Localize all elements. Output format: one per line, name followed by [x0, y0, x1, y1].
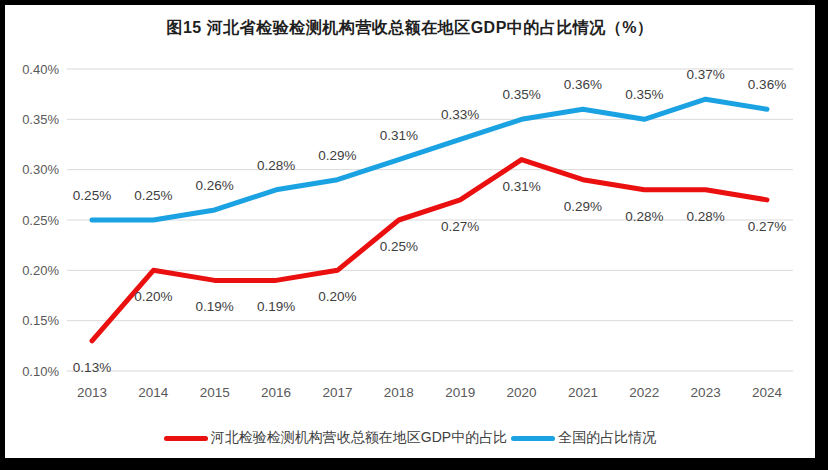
data-label: 0.20% [318, 289, 356, 304]
x-axis-tick-label: 2021 [568, 385, 598, 400]
data-label: 0.28% [625, 209, 663, 224]
x-axis-tick-label: 2023 [691, 385, 721, 400]
x-axis-tick-label: 2015 [200, 385, 230, 400]
y-axis-tick-label: 0.15% [22, 313, 59, 328]
data-label: 0.36% [748, 77, 786, 92]
legend-label-national: 全国的占比情况 [558, 429, 656, 447]
y-axis-tick-label: 0.10% [22, 364, 59, 379]
data-label: 0.27% [441, 219, 479, 234]
data-label: 0.37% [686, 67, 724, 82]
data-label: 0.19% [196, 299, 234, 314]
series-line-0 [92, 160, 767, 341]
y-axis-tick-label: 0.25% [22, 213, 59, 228]
data-label: 0.35% [502, 87, 540, 102]
x-axis-tick-label: 2017 [322, 385, 352, 400]
data-label: 0.36% [564, 77, 602, 92]
data-label: 0.33% [441, 107, 479, 122]
chart-title: 图15 河北省检验检测机构营收总额在地区GDP中的占比情况（%） [5, 18, 815, 39]
x-axis-tick-label: 2022 [629, 385, 659, 400]
data-label: 0.29% [564, 199, 602, 214]
data-label: 0.35% [625, 87, 663, 102]
x-axis-tick-label: 2018 [384, 385, 414, 400]
data-label: 0.26% [196, 178, 234, 193]
x-axis-tick-label: 2013 [77, 385, 107, 400]
data-label: 0.25% [73, 188, 111, 203]
data-label: 0.28% [257, 158, 295, 173]
x-axis-tick-label: 2020 [507, 385, 537, 400]
chart-plot: 0.40% 0.35% 0.30% 0.25% 0.20% 0.15% 0.10% 2013 2… [5, 5, 815, 458]
data-label: 0.25% [134, 188, 172, 203]
legend-swatch-hebei [164, 436, 208, 441]
x-axis-tick-label: 2019 [445, 385, 475, 400]
data-label: 0.27% [748, 219, 786, 234]
y-axis-tick-label: 0.30% [22, 162, 59, 177]
data-label: 0.31% [502, 179, 540, 194]
x-axis-tick-label: 2016 [261, 385, 291, 400]
data-label: 0.20% [134, 289, 172, 304]
y-axis-tick-label: 0.40% [22, 62, 59, 77]
x-axis-tick-label: 2024 [752, 385, 783, 400]
y-axis-tick-label: 0.35% [22, 112, 59, 127]
series-line-1 [92, 99, 767, 220]
legend-label-hebei: 河北检验检测机构营收总额在地区GDP中的占比 [211, 429, 507, 447]
legend: 河北检验检测机构营收总额在地区GDP中的占比 全国的占比情况 [5, 428, 815, 448]
data-label: 0.31% [380, 128, 418, 143]
legend-swatch-national [511, 436, 555, 441]
data-label: 0.29% [318, 148, 356, 163]
chart-window: 图15 河北省检验检测机构营收总额在地区GDP中的占比情况（%） 0.40%0.… [0, 0, 828, 470]
data-label: 0.25% [380, 239, 418, 254]
data-label: 0.28% [686, 209, 724, 224]
data-label: 0.13% [73, 360, 111, 375]
data-label: 0.19% [257, 299, 295, 314]
x-axis-tick-label: 2014 [138, 385, 169, 400]
y-axis-tick-label: 0.20% [22, 263, 59, 278]
